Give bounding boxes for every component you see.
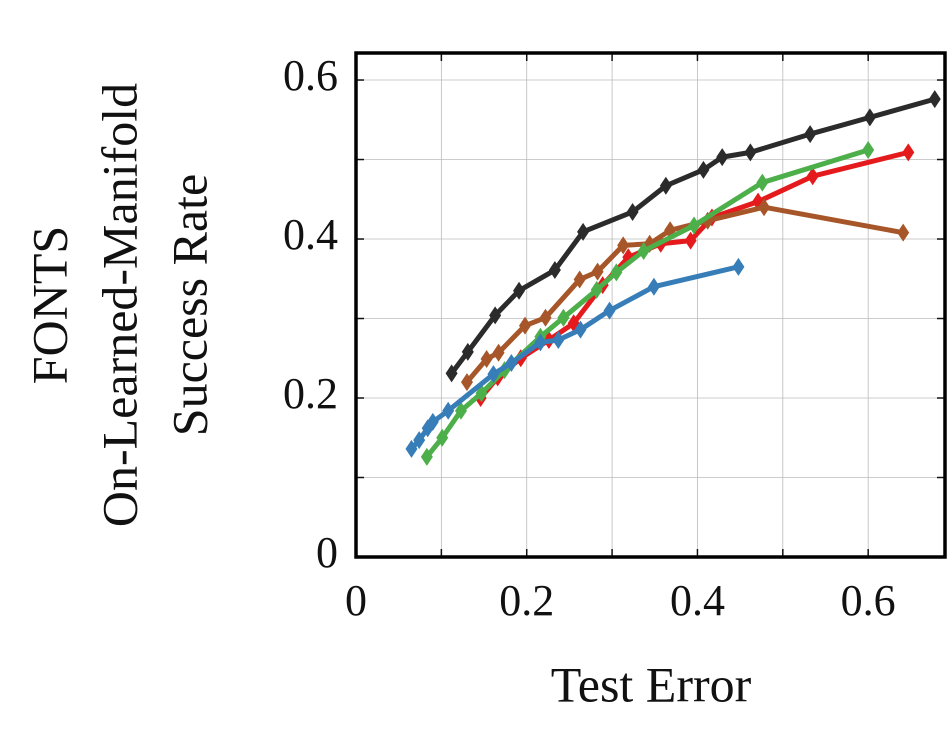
data-point <box>626 202 639 221</box>
data-point <box>688 216 701 235</box>
y-axis-label: FONTS <box>21 226 77 384</box>
y-tick-label: 0.4 <box>283 210 338 259</box>
data-point <box>756 173 769 192</box>
data-point <box>539 308 552 327</box>
data-point <box>897 223 910 242</box>
data-point <box>461 342 474 361</box>
y-tick-label: 0.2 <box>283 369 338 418</box>
data-point <box>863 108 876 127</box>
y-tick-label: 0.6 <box>283 51 338 100</box>
data-point <box>590 280 603 299</box>
data-point <box>928 90 941 109</box>
data-point <box>442 401 455 420</box>
y-axis-label: On-Learned-Manifold <box>91 83 147 527</box>
x-axis-label: Test Error <box>551 656 752 712</box>
data-point <box>519 316 532 335</box>
data-point <box>659 176 672 195</box>
data-point <box>534 333 547 352</box>
data-point <box>505 354 518 373</box>
x-tick-label: 0.6 <box>841 576 896 625</box>
data-point <box>489 306 502 325</box>
data-point <box>806 167 819 186</box>
x-tick-label: 0.2 <box>499 576 554 625</box>
data-point <box>577 222 590 241</box>
data-point <box>513 281 526 300</box>
data-point <box>480 350 493 369</box>
data-point <box>684 231 697 250</box>
data-point <box>591 262 604 281</box>
data-point <box>744 143 757 162</box>
x-tick-label: 0.4 <box>670 576 725 625</box>
data-point <box>552 330 565 349</box>
data-point <box>436 428 449 447</box>
data-point <box>557 308 570 327</box>
data-point <box>492 343 505 362</box>
data-point <box>487 365 500 384</box>
data-point <box>445 364 458 383</box>
y-tick-label: 0 <box>316 528 338 577</box>
data-point <box>426 412 439 431</box>
data-point <box>610 263 623 282</box>
series-line <box>449 96 938 376</box>
data-point <box>454 401 467 420</box>
data-point <box>420 447 433 466</box>
x-tick-label: 0 <box>345 576 367 625</box>
data-point <box>902 143 915 162</box>
data-point <box>647 277 660 296</box>
data-point <box>413 431 426 450</box>
plot-border <box>354 51 947 559</box>
data-point <box>548 261 561 280</box>
series-line <box>464 204 906 385</box>
data-point <box>460 373 473 392</box>
series-line <box>424 147 871 460</box>
data-point <box>862 140 875 159</box>
data-point <box>603 301 616 320</box>
data-point <box>637 241 650 260</box>
data-point <box>804 125 817 144</box>
data-point <box>617 236 630 255</box>
data-point <box>405 439 418 458</box>
data-point <box>573 270 586 289</box>
data-point <box>758 198 771 217</box>
data-point <box>716 148 729 167</box>
data-point <box>697 160 710 179</box>
data-point <box>574 320 587 339</box>
y-axis-label: Success Rate <box>161 174 217 436</box>
data-point <box>732 257 745 276</box>
